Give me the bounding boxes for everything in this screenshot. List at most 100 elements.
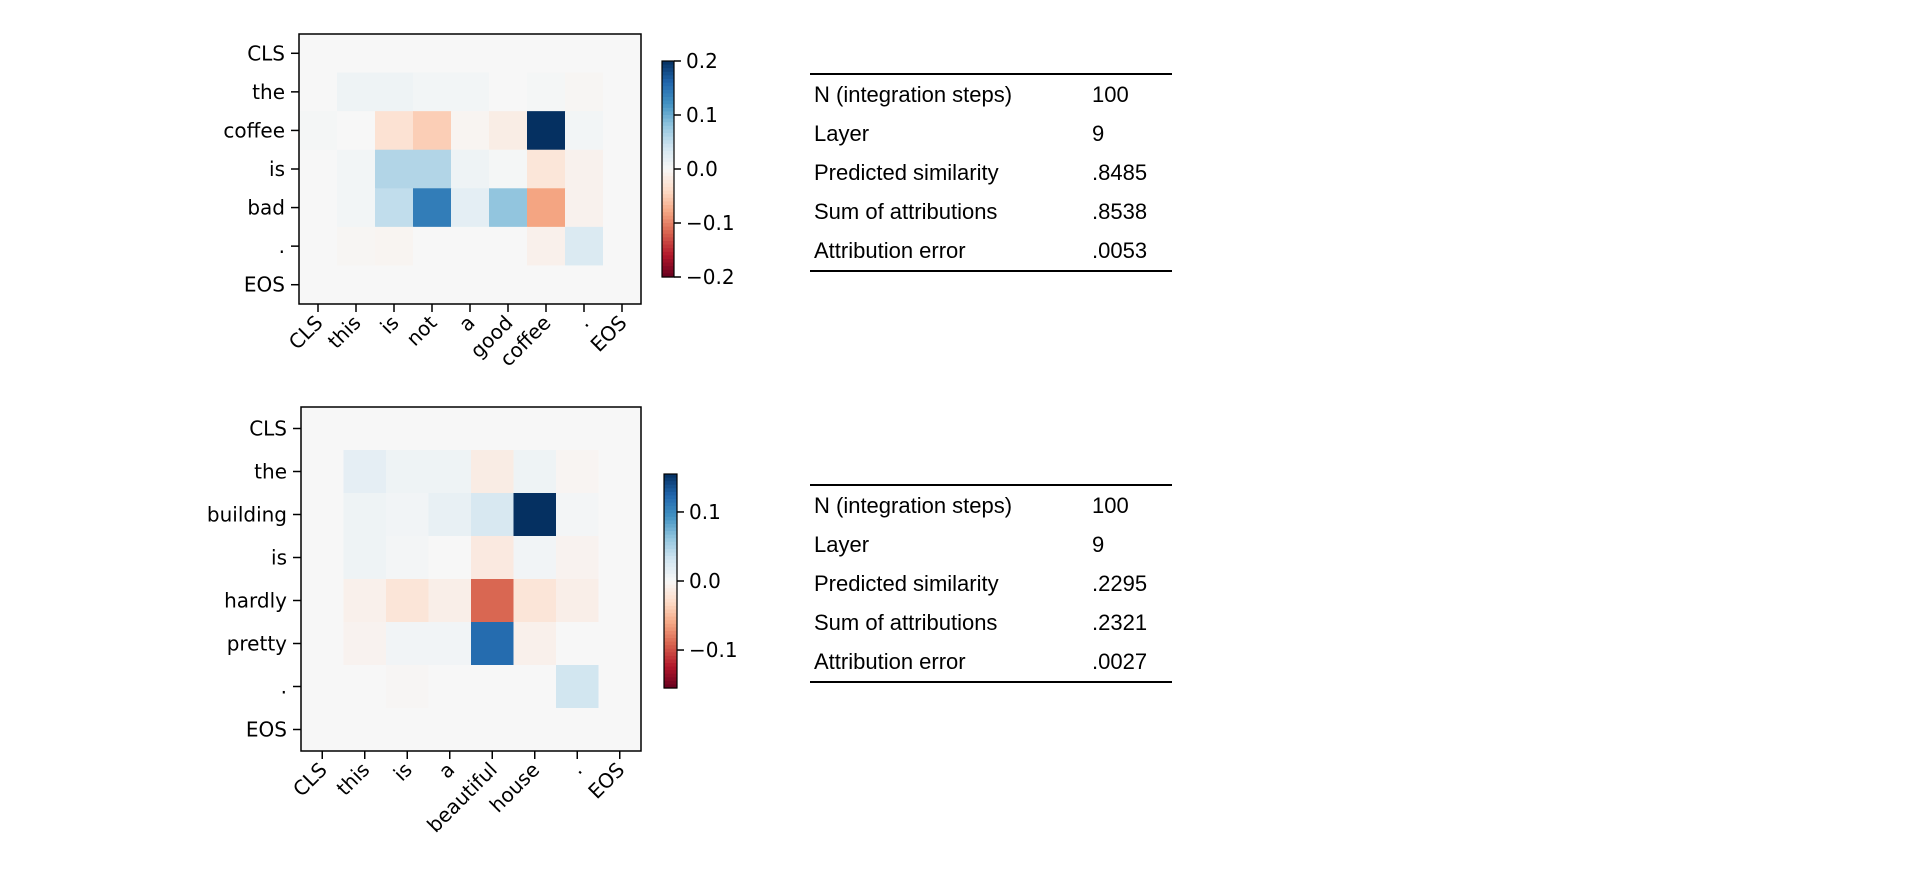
table-row: N (integration steps) 100 [810, 75, 1172, 114]
colorbar-segment [664, 541, 677, 546]
table-row: Layer 9 [810, 525, 1172, 564]
heatmap-cell [343, 665, 387, 709]
colorbar-segment [662, 197, 674, 202]
heatmap-cell [471, 493, 514, 537]
colorbar-segment [664, 506, 677, 511]
heatmap-cell [386, 407, 429, 451]
colorbar-segment [662, 64, 674, 69]
colorbar-tick-label: 0.2 [686, 49, 718, 73]
colorbar-tick-label: −0.1 [686, 211, 735, 235]
heatmap-cell [556, 708, 599, 752]
y-tick-label: the [252, 80, 285, 104]
heatmap-cell [513, 407, 557, 451]
heatmap-cell [527, 265, 566, 305]
row-label: Sum of attributions [814, 198, 998, 224]
heatmap-cell [603, 111, 642, 151]
heatmap-cell [598, 407, 642, 451]
heatmap-cell [451, 72, 490, 112]
row-value: .2295 [1092, 570, 1148, 596]
heatmap-cell [375, 149, 414, 189]
heatmap-cell [603, 188, 642, 228]
colorbar-segment [664, 648, 677, 653]
colorbar-segment [662, 122, 674, 127]
colorbar-segment [664, 484, 677, 489]
colorbar-segment [662, 212, 674, 217]
heatmap-cell [565, 226, 604, 266]
colorbar-segment [662, 172, 674, 177]
row-value: .2321 [1092, 609, 1148, 635]
y-tick-label: is [269, 157, 285, 181]
colorbar-segment [662, 97, 674, 102]
colorbar-segment [662, 143, 674, 148]
x-tick-label: this [323, 311, 366, 354]
stats-table-2: N (integration steps) 100 Layer 9 Predicte… [810, 484, 1172, 683]
row-value: .8485 [1092, 159, 1148, 185]
heatmap-cell [337, 34, 376, 74]
heatmap-cell [375, 226, 414, 266]
heatmap-cell [556, 407, 599, 451]
row-label: N (integration steps) [814, 492, 1013, 518]
heatmap-cell [565, 149, 604, 189]
colorbar-segment [662, 151, 674, 156]
y-tick-label: . [279, 234, 285, 258]
heatmap-cell [299, 149, 338, 189]
heatmap-cell [513, 622, 557, 666]
colorbar-segment [664, 566, 677, 571]
colorbar-2: 0.1 0.0 −0.1 [663, 473, 738, 689]
y-tick-label: CLS [247, 41, 285, 65]
heatmap-cell [301, 493, 344, 537]
heatmap-cell [428, 622, 472, 666]
row-value: 100 [1092, 81, 1129, 107]
heatmap-cell [489, 72, 528, 112]
colorbar-segment [664, 659, 677, 664]
heatmap-cell [471, 579, 514, 623]
colorbar-segment [664, 552, 677, 557]
colorbar-segment [662, 179, 674, 184]
table-row: Predicted similarity .2295 [810, 564, 1172, 603]
colorbar-segment [664, 673, 677, 678]
heatmap-cell [386, 665, 429, 709]
heatmap-cell [489, 265, 528, 305]
x-tick-label: a [454, 311, 480, 337]
colorbar-segment [662, 147, 674, 152]
colorbar-segment [662, 68, 674, 73]
colorbar-segment [662, 82, 674, 87]
colorbar-segment [664, 527, 677, 532]
colorbar-segment [664, 531, 677, 536]
colorbar-segment [662, 79, 674, 84]
heatmap-cell [337, 265, 376, 305]
colorbar-segment [664, 520, 677, 525]
x-tick-label: EOS [583, 758, 629, 804]
heatmap-cell [413, 34, 452, 74]
heatmap-cell [598, 579, 642, 623]
heatmap-cell [375, 265, 414, 305]
heatmap-cell [301, 622, 344, 666]
colorbar-segment [662, 237, 674, 242]
colorbar-segment [662, 255, 674, 260]
colorbar-segment [662, 190, 674, 195]
heatmap-cell [386, 622, 429, 666]
colorbar-segment [664, 559, 677, 564]
heatmap-cell [556, 665, 599, 709]
colorbar-segment [664, 620, 677, 625]
colorbar-segment [664, 616, 677, 621]
colorbar-segment [664, 491, 677, 496]
heatmap-cell [451, 34, 490, 74]
heatmap-cell [343, 536, 387, 580]
colorbar-segment [662, 129, 674, 134]
heatmap-cell [489, 188, 528, 228]
heatmap-cell [301, 407, 344, 451]
heatmap-cell [413, 111, 452, 151]
heatmap-cell [299, 111, 338, 151]
heatmap-cell [527, 226, 566, 266]
colorbar-segment [662, 266, 674, 271]
heatmap-cell [598, 708, 642, 752]
colorbar-segment [664, 548, 677, 554]
colorbar-tick-label: −0.1 [689, 638, 738, 662]
heatmap-cell [598, 622, 642, 666]
heatmap-cell [513, 493, 557, 537]
heatmap-cell [386, 708, 429, 752]
colorbar-segment [662, 75, 674, 80]
colorbar-tick-label: 0.1 [686, 103, 718, 127]
